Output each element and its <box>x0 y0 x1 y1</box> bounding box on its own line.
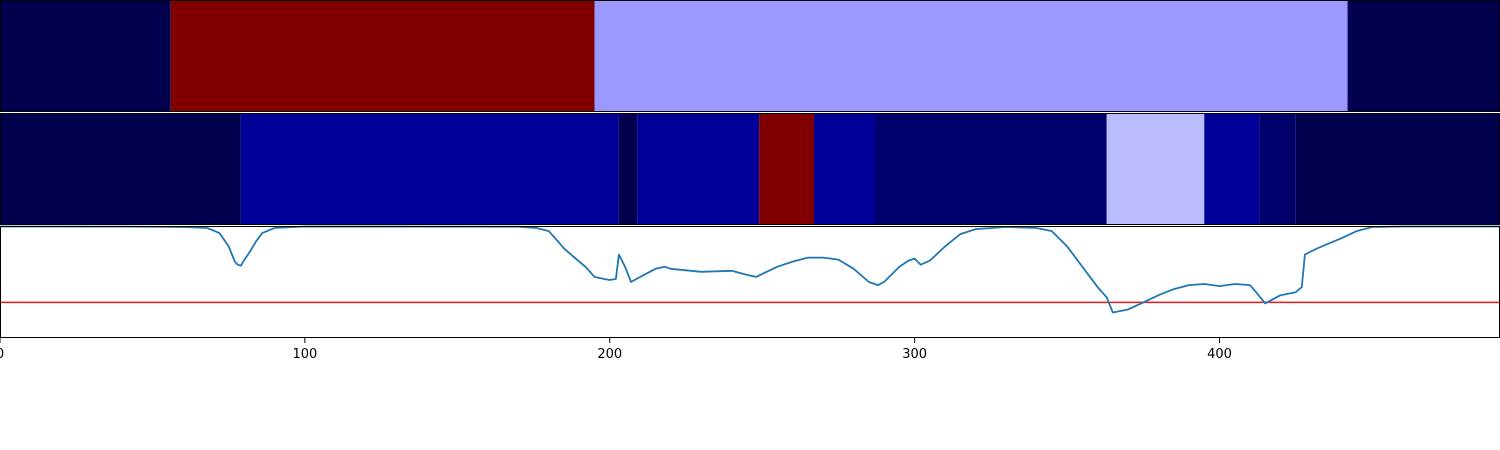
segment-row1-seg1 <box>240 113 619 225</box>
x-axis: 0 100 200 300 400 <box>0 338 1232 362</box>
segment-row1-seg0 <box>0 113 241 225</box>
line-panel <box>0 225 1500 338</box>
segment-row1-seg4 <box>759 113 815 225</box>
segment-row0-seg2 <box>594 0 1348 112</box>
segment-row1-seg2 <box>618 113 638 225</box>
segment-row1-seg8 <box>1204 113 1260 225</box>
segment-row1-seg9 <box>1259 113 1296 225</box>
segment-row1-seg6 <box>875 113 1107 225</box>
segment-row0-seg1 <box>170 0 595 112</box>
x-tick-label-2: 200 <box>597 347 622 362</box>
segment-row1-seg10 <box>1295 113 1500 225</box>
x-tick-label-0: 0 <box>0 347 4 362</box>
segment-row-middle <box>0 113 1500 225</box>
segment-row1-seg3 <box>637 113 760 225</box>
segment-row0-seg3 <box>1347 0 1500 112</box>
line-panel-background <box>0 226 1500 338</box>
segment-row0-seg0 <box>0 0 171 112</box>
x-tick-label-4: 400 <box>1207 347 1232 362</box>
segment-row1-seg5 <box>814 113 875 225</box>
segment-row1-seg7 <box>1106 113 1205 225</box>
segment-row-top <box>0 0 1500 112</box>
x-tick-label-3: 300 <box>902 347 927 362</box>
x-tick-label-1: 100 <box>292 347 317 362</box>
